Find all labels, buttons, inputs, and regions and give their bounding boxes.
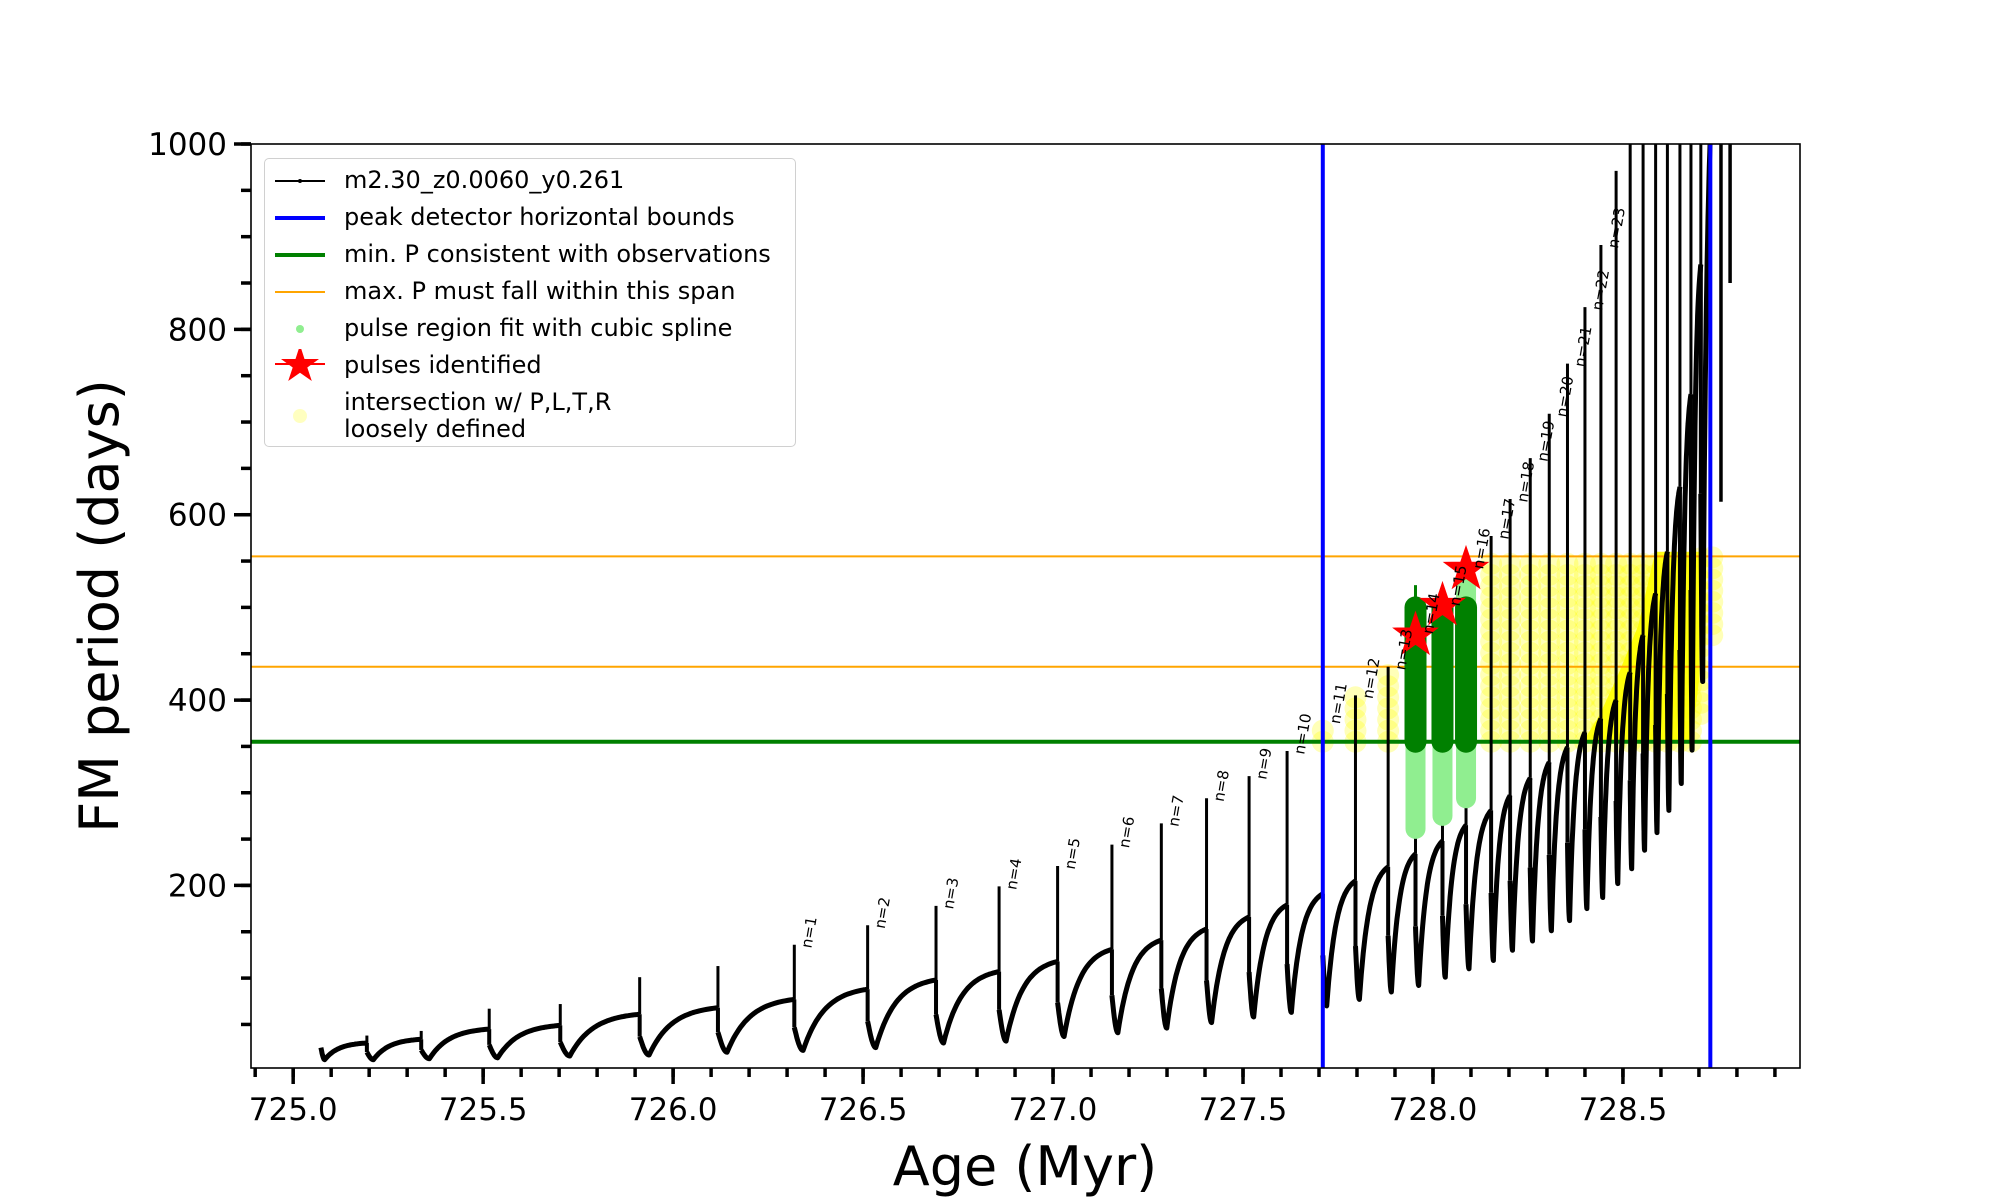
x-tick-label: 725.5 [439,1092,528,1128]
x-tick-label: 726.0 [629,1092,718,1128]
x-tick-label: 726.5 [819,1092,908,1128]
intersection-marker [1689,691,1712,714]
pulse-label: n=23 [1604,206,1629,250]
pulse-label: n=8 [1210,769,1233,803]
pulse-label: n=17 [1494,497,1519,541]
identified-pulses [1392,544,1490,656]
x-axis-ticks: 725.0 725.5 726.0 726.5 727.0 727.5 728.0 728.5 [249,1068,1777,1128]
pulse-label: n=2 [871,896,894,930]
model-curve [318,144,1713,1063]
legend-entry-min-period: min. P consistent with observations [265,238,795,272]
y-tick-label: 1000 [148,127,227,163]
legend-label: min. P consistent with observations [344,240,771,268]
x-tick-label: 727.5 [1199,1092,1288,1128]
blue-line-icon [275,216,325,220]
intersection-marker [1689,680,1712,703]
pulse-label: n=20 [1552,375,1577,419]
legend-label-line1: intersection w/ P,L,T,R [344,388,612,416]
legend-label: m2.30_z0.0060_y0.261 [344,166,625,194]
pulse-label: n=3 [939,876,962,910]
pulse-label: n=10 [1290,712,1315,756]
legend-entry-model: m2.30_z0.0060_y0.261 [265,164,795,198]
y-tick-label: 600 [168,498,227,534]
pulse-label: n=19 [1533,419,1558,463]
y-tick-label: 800 [168,312,227,348]
x-tick-label: 728.0 [1389,1092,1478,1128]
pulse-label: n=9 [1252,747,1275,781]
pulse-star-marker [1442,544,1490,590]
model-track [318,144,1732,1063]
peak-detector-bounds [1320,144,1713,1068]
green-line-icon [275,253,325,257]
legend-entry-intersection: intersection w/ P,L,T,R loosely defined [265,386,795,446]
x-tick-label: 728.5 [1579,1092,1668,1128]
legend-entry-max-period: max. P must fall within this span [265,275,795,309]
pulse-label: n=7 [1165,794,1188,828]
y-axis-ticks: 200 400 600 800 1000 [148,127,251,1027]
legend-label: peak detector horizontal bounds [344,203,735,231]
legend-label-line2: loosely defined [344,415,527,443]
legend-entry-spline: pulse region fit with cubic spline [265,312,795,346]
x-axis-label: Age (Myr) [893,1135,1158,1198]
horizontal-reference-lines [251,555,1800,744]
pulse-label: n=6 [1115,815,1138,849]
legend-label: pulses identified [344,351,542,379]
line-dot-icon [275,179,325,183]
spline-fit-regions [1404,569,1478,839]
lightgreen-dot-icon [296,325,304,333]
yellow-circle-icon [293,409,307,423]
legend-entry-bounds: peak detector horizontal bounds [265,201,795,235]
red-star-icon [275,349,325,381]
legend-label: max. P must fall within this span [344,277,736,305]
intersection-marker [1689,702,1712,725]
legend-label: pulse region fit with cubic spline [344,314,733,342]
pulse-label: n=18 [1513,460,1538,504]
legend-entry-pulses: pulses identified [265,349,795,383]
y-tick-label: 400 [168,683,227,719]
pulse-star-marker [1419,580,1466,626]
pulse-star-marker [1392,610,1439,656]
pulse-label: n=1 [798,915,821,949]
x-tick-label: 727.0 [1009,1092,1098,1128]
pulse-label: n=4 [1002,857,1025,891]
pulse-label: n=22 [1588,268,1613,312]
pulse-label: n=21 [1571,325,1596,369]
y-axis-label: FM period (days) [68,379,131,833]
pulse-label: n=5 [1061,836,1084,870]
y-tick-label: 200 [168,868,227,904]
x-tick-label: 725.0 [249,1092,338,1128]
orange-line-icon [275,291,325,293]
legend: m2.30_z0.0060_y0.261 peak detector horiz… [264,158,796,447]
